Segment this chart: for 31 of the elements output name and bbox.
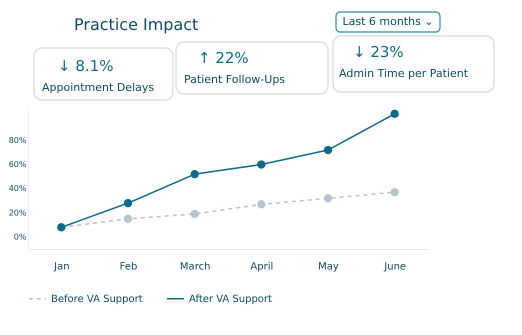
point	[257, 160, 266, 169]
text: Last 6 months ⌄	[342, 15, 434, 28]
y-tick-label: 20%	[8, 208, 27, 218]
point	[257, 200, 266, 209]
x-tick-label: Jan	[53, 262, 70, 272]
y-tick-label: 0%	[14, 232, 27, 242]
y-tick-label: 60%	[8, 160, 27, 170]
point	[124, 214, 132, 223]
point	[190, 170, 199, 178]
point	[324, 146, 332, 154]
x-tick-label: May	[318, 262, 339, 272]
text: Appointment Delays	[42, 81, 154, 94]
text: ↓ 23%	[353, 43, 404, 61]
x-tick-label: March	[180, 262, 210, 272]
text: Admin Time per Patient	[339, 67, 469, 80]
text: Patient Follow-Ups	[184, 73, 286, 86]
point	[390, 188, 399, 196]
x-tick-label: June	[383, 262, 406, 272]
point	[390, 110, 399, 118]
y-tick-label: 40%	[8, 184, 27, 194]
y-tick-label: 80%	[8, 136, 27, 145]
x-tick-label: April	[250, 262, 274, 272]
point	[124, 198, 132, 208]
legend-label: After VA Support	[189, 294, 272, 305]
point	[324, 194, 332, 202]
chart-title: Practice Impact	[74, 15, 198, 34]
x-tick-label: Feb	[120, 262, 138, 272]
point	[190, 210, 199, 218]
legend-label: Before VA Support	[51, 294, 143, 305]
text: ↓ 8.1%	[58, 57, 114, 75]
text: ↑ 22%	[198, 49, 249, 67]
